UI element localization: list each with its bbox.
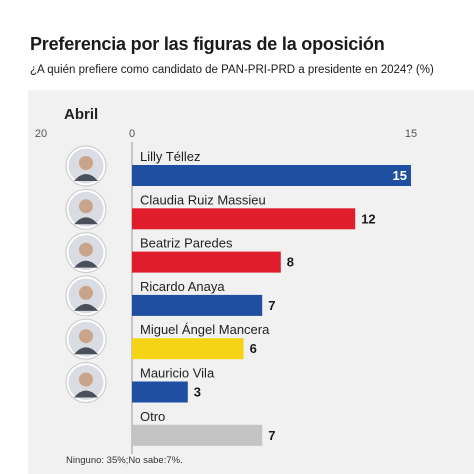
bar [132, 208, 356, 230]
avatar-body-icon [74, 174, 98, 181]
bar [132, 424, 263, 446]
axis-tick-label: 0 [129, 128, 135, 140]
value-label: 8 [287, 255, 294, 270]
avatar-face-icon [79, 199, 93, 214]
bar [132, 165, 411, 186]
value-label: 6 [250, 341, 257, 356]
category-label: Miguel Ángel Mancera [140, 322, 270, 337]
category-label: Claudia Ruiz Massieu [140, 192, 266, 207]
bar-chart: Abril 20 0 15 Lilly Téllez 15 Claudia Ruiz Mas… [35, 106, 417, 454]
panel-label: Abril [64, 106, 98, 123]
avatar-body-icon [74, 217, 98, 225]
category-label: Otro [140, 409, 165, 424]
category-label: Mauricio Vila [140, 366, 215, 381]
avatar-body-icon [74, 390, 98, 398]
bar [132, 338, 244, 360]
value-label: 12 [361, 211, 375, 226]
chart-title: Preferencia por las figuras de la oposic… [30, 34, 385, 54]
avatar-face-icon [79, 329, 93, 344]
value-label: 7 [268, 428, 275, 443]
bar [132, 251, 281, 273]
category-label: Lilly Téllez [140, 149, 200, 164]
avatar-face-icon [79, 156, 93, 170]
avatar-body-icon [74, 260, 98, 268]
bar [132, 294, 263, 316]
chart-subtitle: ¿A quién prefiere como candidato de PAN-… [30, 64, 434, 76]
value-label: 3 [194, 385, 201, 400]
value-label: 7 [268, 298, 275, 313]
chart-panel: Abril 20 0 15 Lilly Téllez 15 Claudia Ruiz Mas… [28, 90, 474, 474]
value-label: 15 [393, 168, 407, 183]
axis-tick-label: 20 [35, 128, 47, 140]
axis-tick-label: 15 [405, 128, 417, 140]
avatar-face-icon [79, 242, 93, 257]
avatar-face-icon [79, 372, 93, 387]
bar [132, 381, 188, 403]
avatar-face-icon [79, 285, 93, 300]
category-label: Ricardo Anaya [140, 279, 225, 294]
avatar-body-icon [74, 303, 98, 311]
avatar-body-icon [74, 347, 98, 355]
category-label: Beatriz Paredes [140, 236, 233, 251]
footnote: Ninguno: 35%;No sabe:7%. [66, 455, 183, 466]
